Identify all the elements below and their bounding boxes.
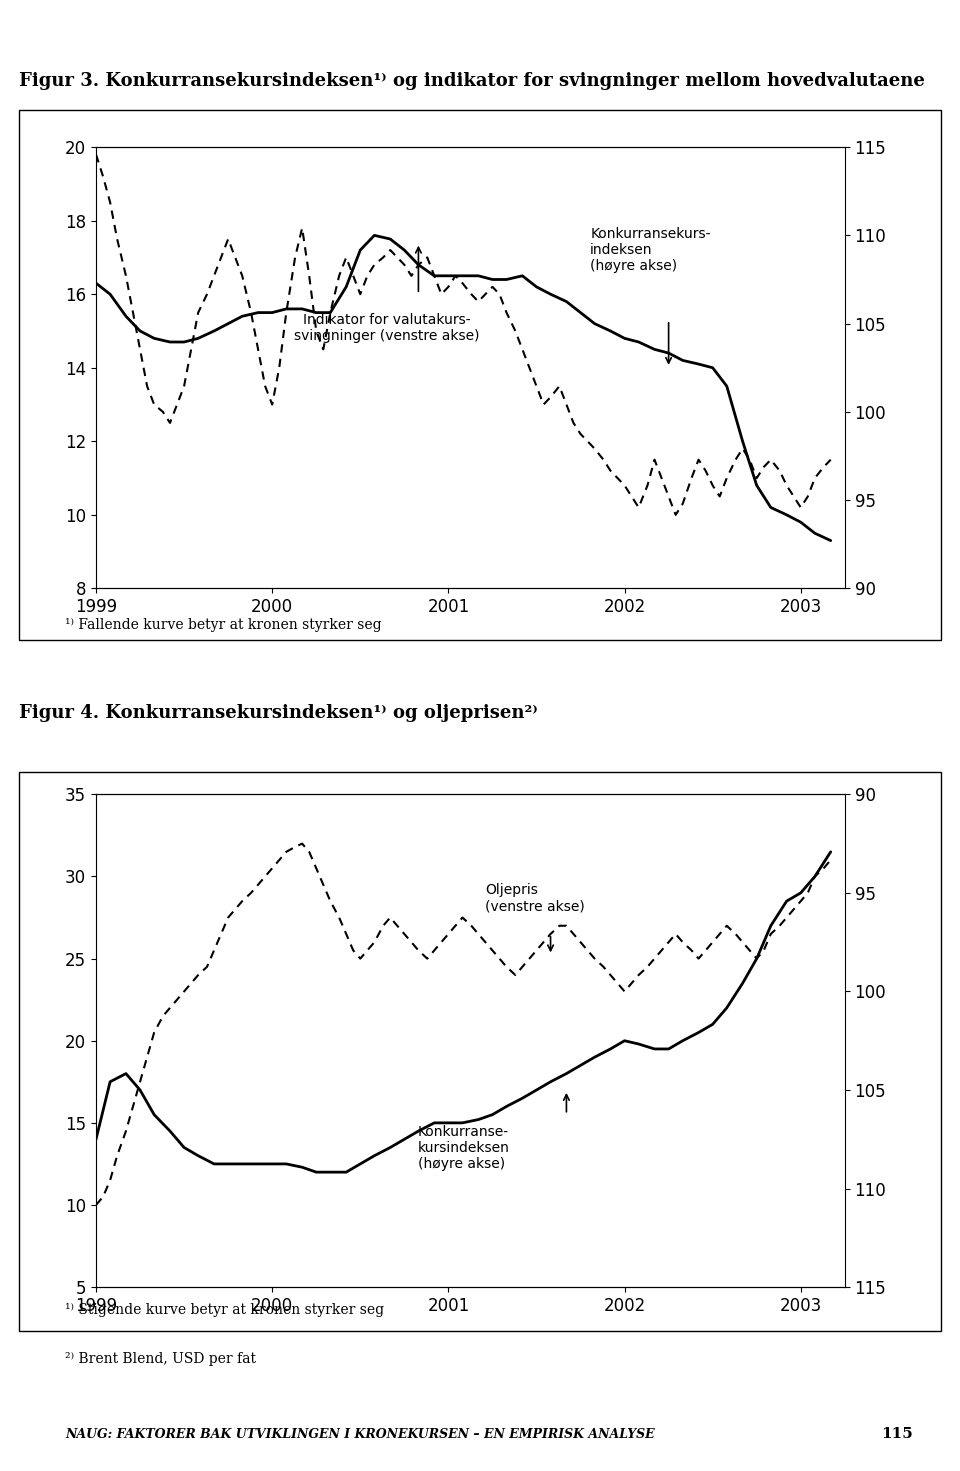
- Text: 115: 115: [881, 1427, 913, 1442]
- Text: Oljepris
(venstre akse): Oljepris (venstre akse): [486, 883, 586, 913]
- Text: Figur 3. Konkurransekursindeksen¹⁾ og indikator for svingninger mellom hovedvalu: Figur 3. Konkurransekursindeksen¹⁾ og in…: [19, 72, 925, 90]
- Text: ¹⁾ Fallende kurve betyr at kronen styrker seg: ¹⁾ Fallende kurve betyr at kronen styrke…: [65, 618, 382, 633]
- Text: Konkurransekurs-
indeksen
(høyre akse): Konkurransekurs- indeksen (høyre akse): [590, 227, 710, 274]
- Text: Figur 4. Konkurransekursindeksen¹⁾ og oljeprisen²⁾: Figur 4. Konkurransekursindeksen¹⁾ og ol…: [19, 705, 538, 722]
- Text: Indikator for valutakurs-
svingninger (venstre akse): Indikator for valutakurs- svingninger (v…: [294, 313, 479, 343]
- Text: Konkurranse-
kursindeksen
(høyre akse): Konkurranse- kursindeksen (høyre akse): [418, 1124, 510, 1171]
- Text: ²⁾ Brent Blend, USD per fat: ²⁾ Brent Blend, USD per fat: [65, 1352, 256, 1367]
- Text: ¹⁾ Stigende kurve betyr at kronen styrker seg: ¹⁾ Stigende kurve betyr at kronen styrke…: [65, 1303, 384, 1318]
- Text: NAUG: FAKTORER BAK UTVIKLINGEN I KRONEKURSEN – EN EMPIRISK ANALYSE: NAUG: FAKTORER BAK UTVIKLINGEN I KRONEKU…: [65, 1428, 655, 1440]
